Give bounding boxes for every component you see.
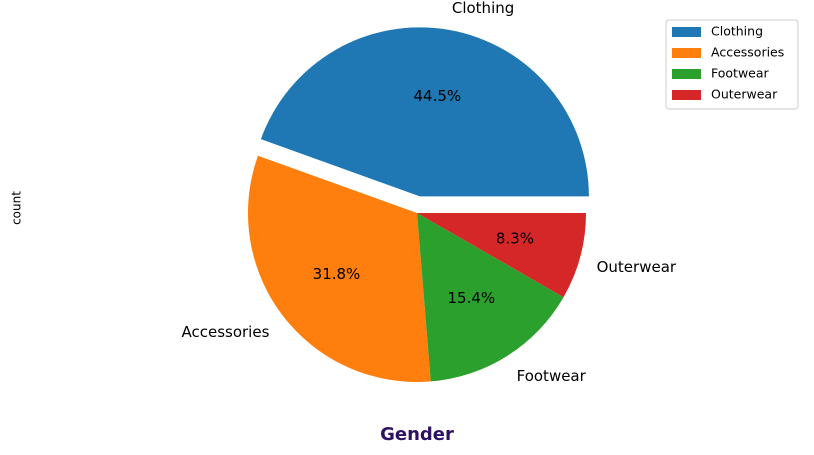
pie-labels: Clothing 44.5% Accessories 31.8% Footwear 15.… — [181, 0, 676, 385]
legend-frame — [665, 19, 799, 110]
slice-percent-clothing: 44.5% — [414, 87, 462, 105]
pie-slice-clothing — [260, 27, 589, 197]
pie-slice-accessories — [248, 155, 431, 383]
slice-percent-footwear: 15.4% — [448, 289, 496, 307]
slice-label-accessories: Accessories — [181, 323, 269, 341]
legend-swatch-clothing — [672, 27, 701, 37]
slice-label-clothing: Clothing — [452, 0, 514, 17]
y-axis-label: count — [10, 191, 24, 225]
legend-swatch-outerwear — [672, 90, 701, 100]
legend-label-footwear: Footwear — [711, 66, 770, 81]
legend-swatch-accessories — [672, 48, 701, 58]
slice-label-footwear: Footwear — [517, 367, 587, 385]
legend: Clothing Accessories Footwear Outerwear — [665, 19, 799, 110]
x-axis-label: Gender — [380, 424, 454, 445]
slice-percent-outerwear: 8.3% — [496, 230, 534, 248]
pie-slice-outerwear — [417, 213, 586, 298]
legend-label-outerwear: Outerwear — [711, 87, 778, 102]
legend-label-clothing: Clothing — [711, 24, 763, 39]
pie-slice-footwear — [417, 213, 564, 382]
slice-label-outerwear: Outerwear — [597, 258, 677, 276]
pie-slices — [248, 27, 589, 383]
legend-swatch-footwear — [672, 69, 701, 79]
legend-label-accessories: Accessories — [711, 45, 784, 60]
slice-percent-accessories: 31.8% — [313, 265, 361, 283]
